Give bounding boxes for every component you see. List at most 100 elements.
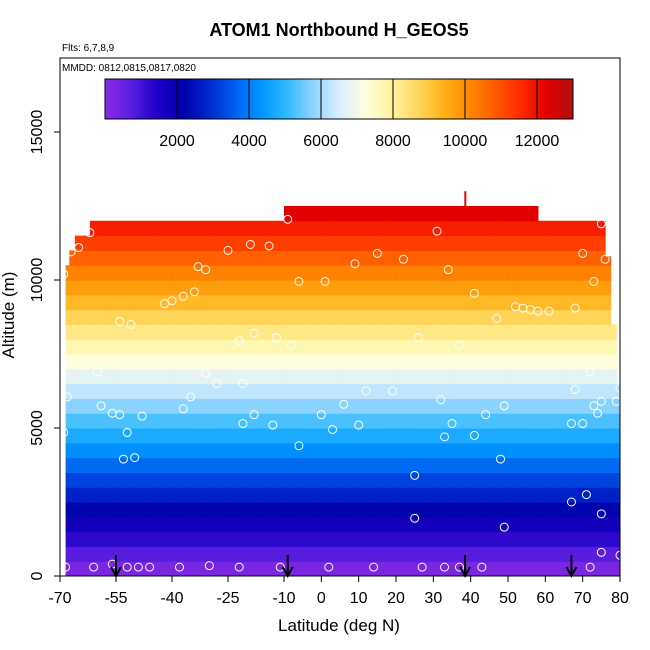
field-cell xyxy=(442,294,446,311)
field-cell xyxy=(250,546,253,562)
field-cell xyxy=(235,294,238,311)
field-cell xyxy=(147,502,151,518)
field-cell xyxy=(130,250,134,266)
field-cell xyxy=(110,265,113,281)
field-cell xyxy=(356,442,360,459)
field-cell xyxy=(99,250,102,266)
field-cell xyxy=(241,294,244,311)
field-cell xyxy=(300,487,304,503)
field-cell xyxy=(235,487,238,503)
field-cell xyxy=(379,206,382,222)
field-cell xyxy=(418,220,421,237)
field-cell xyxy=(366,235,369,251)
field-cell xyxy=(95,324,98,340)
field-cell xyxy=(390,472,393,488)
field-cell xyxy=(95,457,98,473)
field-cell xyxy=(427,265,431,281)
field-cell xyxy=(394,309,397,325)
field-cell xyxy=(427,561,431,576)
field-cell xyxy=(250,516,253,533)
field-cell xyxy=(166,383,169,399)
field-cell xyxy=(117,413,121,429)
field-cell xyxy=(313,354,317,370)
field-cell xyxy=(444,294,447,311)
field-cell xyxy=(242,398,246,414)
field-cell xyxy=(306,280,309,296)
field-cell xyxy=(130,561,134,576)
field-cell xyxy=(384,265,388,281)
field-cell xyxy=(252,398,255,414)
field-cell xyxy=(166,398,169,414)
field-cell xyxy=(250,235,253,251)
field-cell xyxy=(252,428,255,444)
field-cell xyxy=(241,309,244,325)
field-cell xyxy=(377,531,380,547)
field-cell xyxy=(354,206,358,222)
field-cell xyxy=(155,516,158,533)
field-cell xyxy=(151,561,154,576)
field-cell xyxy=(214,383,218,399)
field-cell xyxy=(93,383,97,399)
field-cell xyxy=(162,294,166,311)
field-cell xyxy=(343,413,347,429)
field-cell xyxy=(254,309,257,325)
field-cell xyxy=(104,516,108,533)
field-cell xyxy=(431,235,434,251)
field-cell xyxy=(341,324,345,340)
field-cell xyxy=(308,457,311,473)
field-cell xyxy=(403,250,406,266)
field-cell xyxy=(341,472,345,488)
field-cell xyxy=(190,339,194,355)
field-cell xyxy=(69,309,72,325)
field-cell xyxy=(310,368,313,385)
field-cell xyxy=(194,531,197,547)
field-cell xyxy=(220,339,223,355)
field-cell xyxy=(405,339,408,355)
field-cell xyxy=(186,413,190,429)
field-cell xyxy=(427,531,431,547)
field-cell xyxy=(175,280,179,296)
field-cell xyxy=(364,250,367,266)
field-cell xyxy=(349,206,352,222)
field-cell xyxy=(289,398,293,414)
field-cell xyxy=(95,472,98,488)
field-cell xyxy=(366,531,369,547)
field-cell xyxy=(203,516,207,533)
field-cell xyxy=(427,368,431,385)
field-cell xyxy=(384,220,388,237)
field-cell xyxy=(323,428,326,444)
field-cell xyxy=(231,250,235,266)
field-cell xyxy=(239,294,242,311)
field-cell xyxy=(293,516,296,533)
field-cell xyxy=(88,235,91,251)
field-cell xyxy=(272,546,276,562)
field-cell xyxy=(392,457,395,473)
field-cell xyxy=(379,383,382,399)
field-cell xyxy=(407,265,410,281)
field-cell xyxy=(429,265,433,281)
field-cell xyxy=(91,339,95,355)
field-cell xyxy=(377,250,380,266)
field-cell xyxy=(231,383,235,399)
field-cell xyxy=(80,561,83,576)
field-cell xyxy=(424,546,427,562)
field-cell xyxy=(74,309,78,325)
field-cell xyxy=(345,487,349,503)
field-cell xyxy=(114,354,117,370)
field-cell xyxy=(427,235,431,251)
field-cell xyxy=(304,220,307,237)
field-cell xyxy=(300,324,304,340)
field-cell xyxy=(144,457,147,473)
field-cell xyxy=(360,280,363,296)
field-cell xyxy=(336,265,339,281)
field-cell xyxy=(313,383,317,399)
field-cell xyxy=(144,339,147,355)
field-cell xyxy=(213,309,216,325)
field-cell xyxy=(270,398,274,414)
field-cell xyxy=(401,235,405,251)
field-cell xyxy=(106,502,110,518)
field-cell xyxy=(397,339,401,355)
field-cell xyxy=(412,383,416,399)
field-cell xyxy=(153,265,156,281)
field-cell xyxy=(117,250,121,266)
